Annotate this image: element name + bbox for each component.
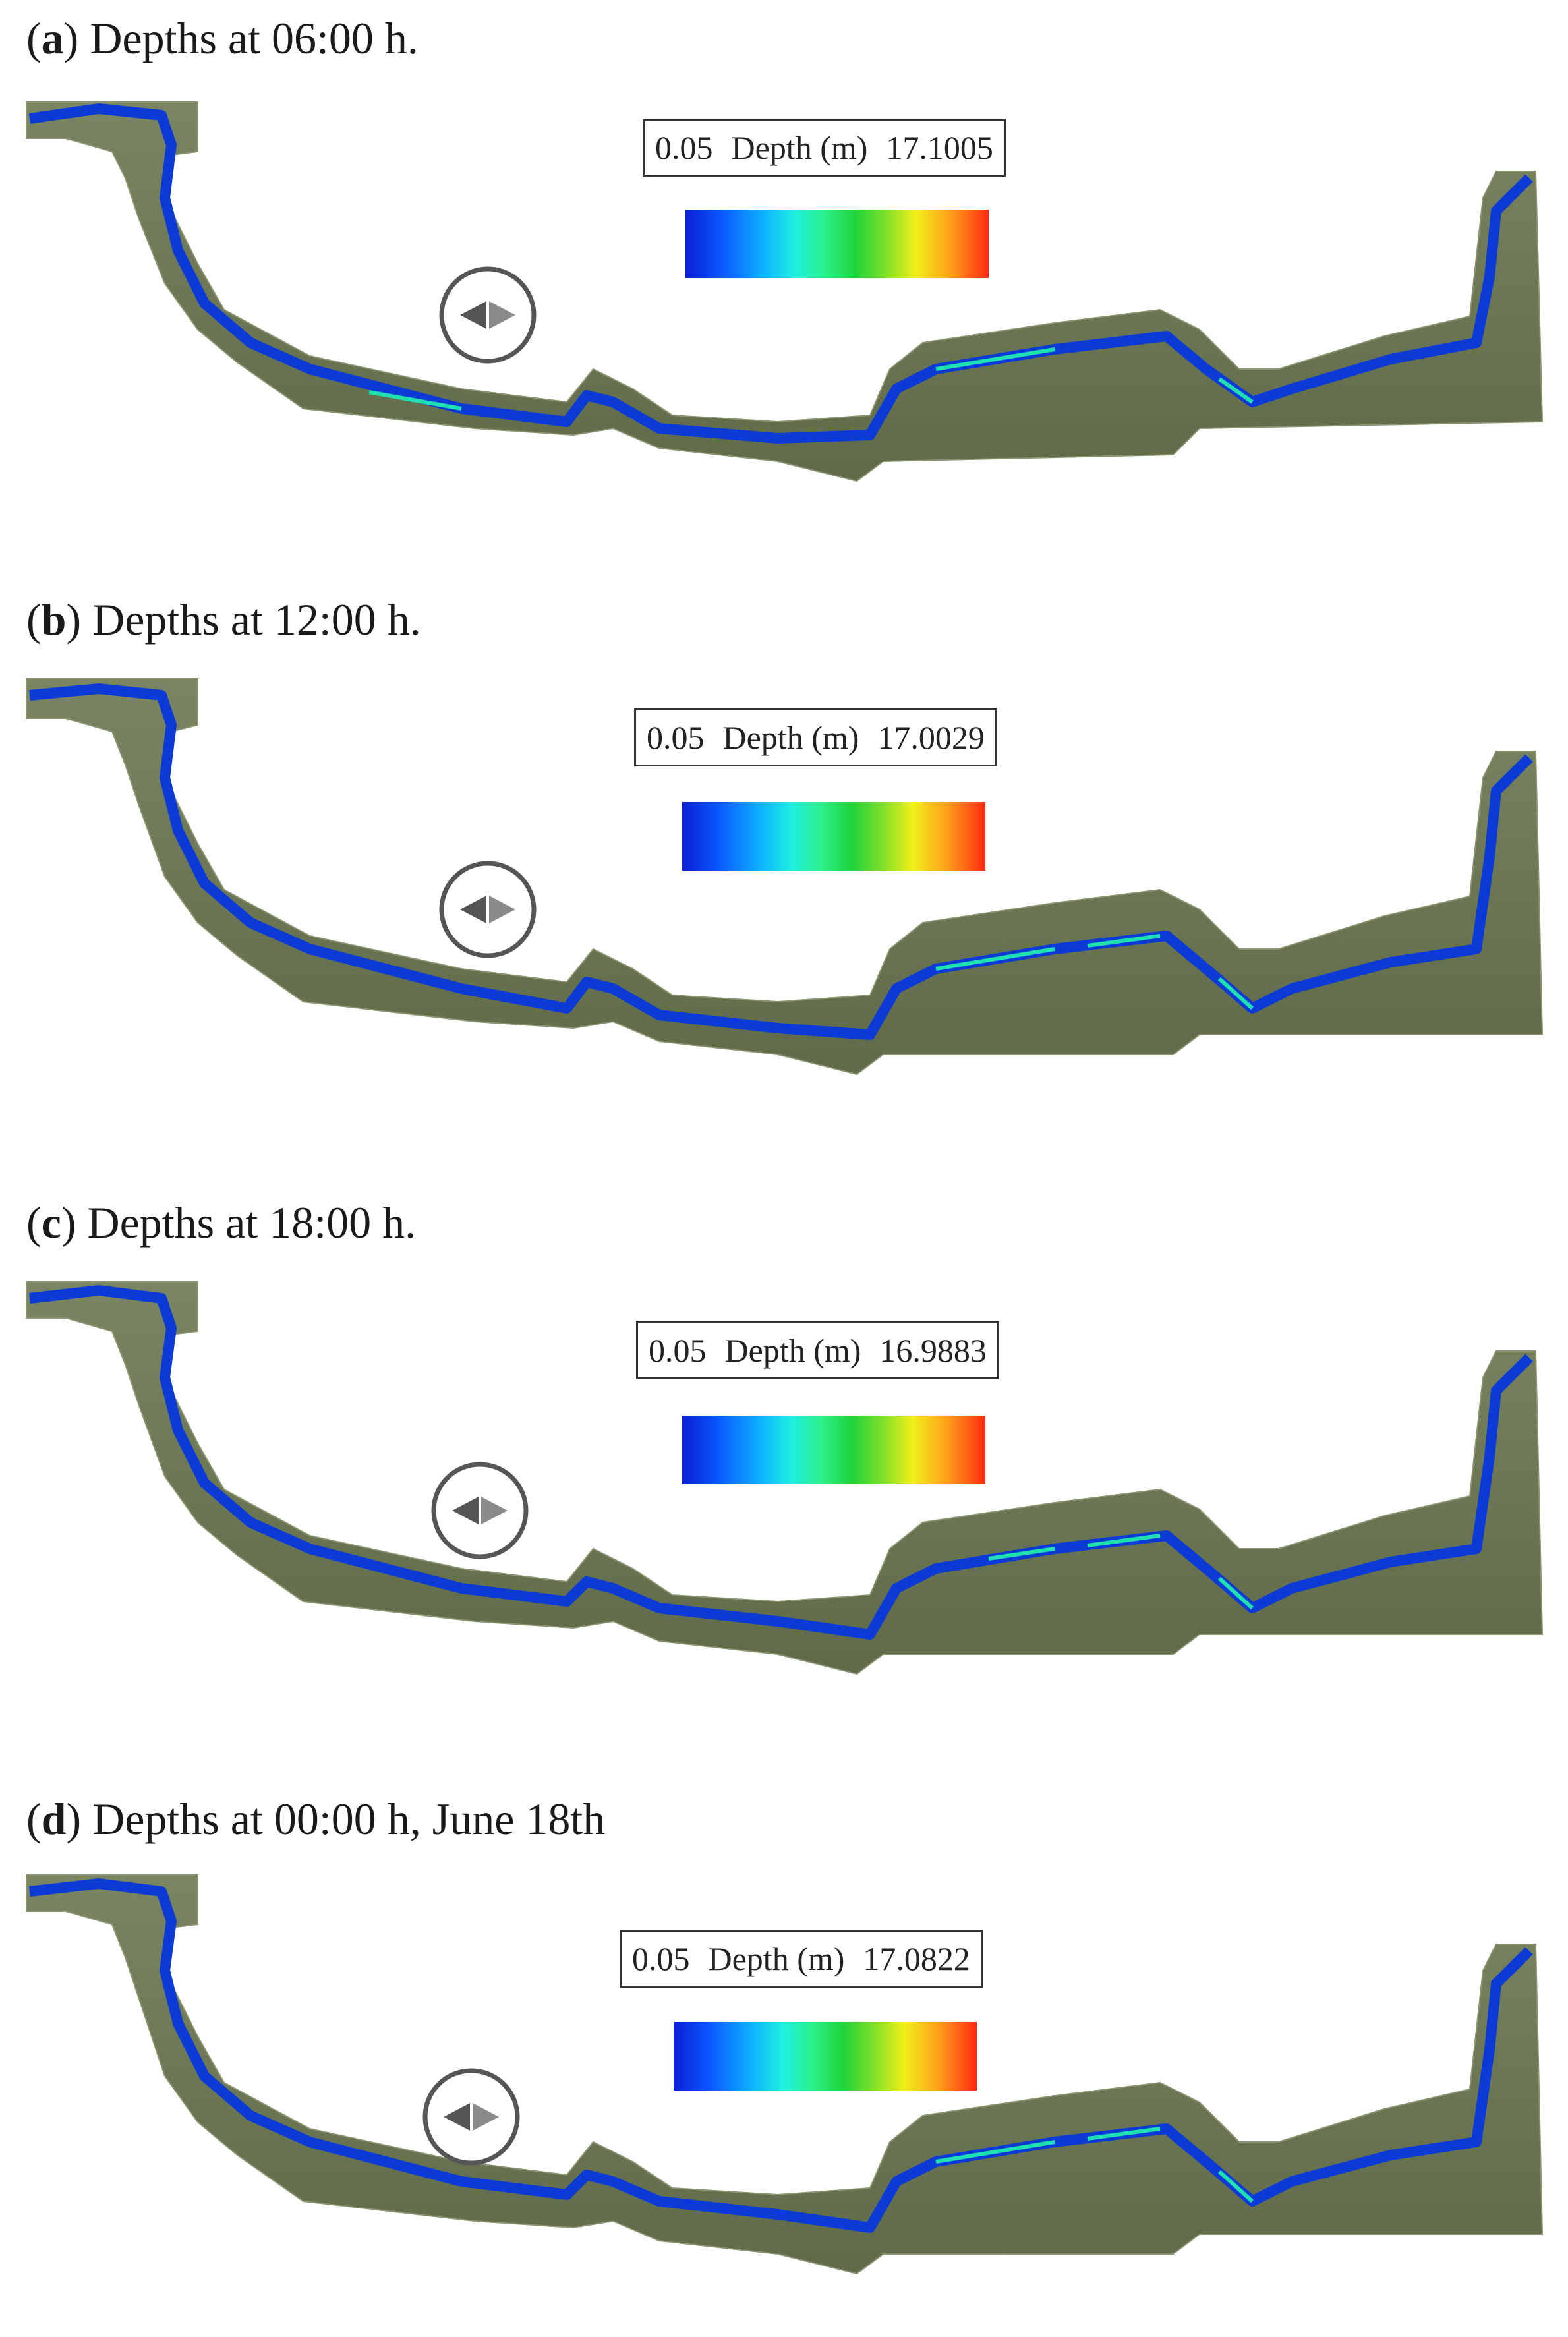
panel-title: (a) Depths at 06:00 h. (26, 13, 419, 63)
terrain-strip (26, 1874, 1544, 2275)
river-channel (29, 1878, 1533, 2233)
panel-title: (c) Depths at 18:00 h. (26, 1197, 417, 1248)
legend-max: 17.1005 (886, 129, 993, 166)
legend-max: 17.0029 (877, 719, 985, 756)
panel-d: (d) Depths at 00:00 h, June 18th 0.05 De… (0, 1760, 1568, 2337)
north-arrow-icon (431, 1462, 529, 1559)
river-channel (28, 103, 1533, 444)
panel-title: (b) Depths at 12:00 h. (26, 594, 421, 645)
terrain-strip (26, 101, 1544, 482)
river-depth-map (26, 678, 1544, 1076)
river-depth-map (26, 101, 1544, 482)
legend-label: Depth (m) (708, 1940, 845, 1977)
depth-colorbar (682, 1416, 985, 1484)
legend-box: 0.05 Depth (m) 17.0029 (634, 708, 997, 766)
river-channel (29, 1285, 1533, 1640)
river-depth-map (26, 1874, 1544, 2275)
river-highlights (935, 934, 1254, 1010)
legend-label: Depth (m) (724, 1332, 861, 1369)
panel-title: (d) Depths at 00:00 h, June 18th (26, 1794, 606, 1844)
legend-min: 0.05 (647, 719, 705, 756)
panel-c: (c) Depths at 18:00 h. 0.05 Depth (m) 16… (0, 1173, 1568, 1760)
legend-box: 0.05 Depth (m) 17.1005 (643, 119, 1006, 177)
depth-colorbar (685, 210, 989, 278)
panel-b: (b) Depths at 12:00 h. 0.05 Depth (m) 17… (0, 580, 1568, 1173)
legend-box: 0.05 Depth (m) 16.9883 (636, 1321, 999, 1379)
legend-min: 0.05 (655, 129, 713, 166)
river-channel (29, 683, 1533, 1040)
legend-max: 16.9883 (879, 1332, 987, 1369)
legend-label: Depth (m) (722, 719, 859, 756)
panel-a: (a) Depths at 06:00 h. 0.05 Depth (m) 17… (0, 0, 1568, 580)
depth-colorbar (682, 802, 985, 871)
north-arrow-icon (422, 2068, 520, 2166)
river-highlights (368, 347, 1254, 411)
river-highlights (988, 1534, 1254, 1610)
legend-max: 17.0822 (863, 1940, 970, 1977)
river-highlights (935, 2127, 1254, 2203)
legend-min: 0.05 (632, 1940, 690, 1977)
depth-colorbar (674, 2022, 977, 2091)
north-arrow-icon (439, 861, 537, 958)
river-depth-map (26, 1281, 1544, 1675)
legend-min: 0.05 (649, 1332, 707, 1369)
north-arrow-icon (439, 266, 537, 364)
legend-label: Depth (m) (731, 129, 868, 166)
legend-box: 0.05 Depth (m) 17.0822 (620, 1930, 983, 1988)
